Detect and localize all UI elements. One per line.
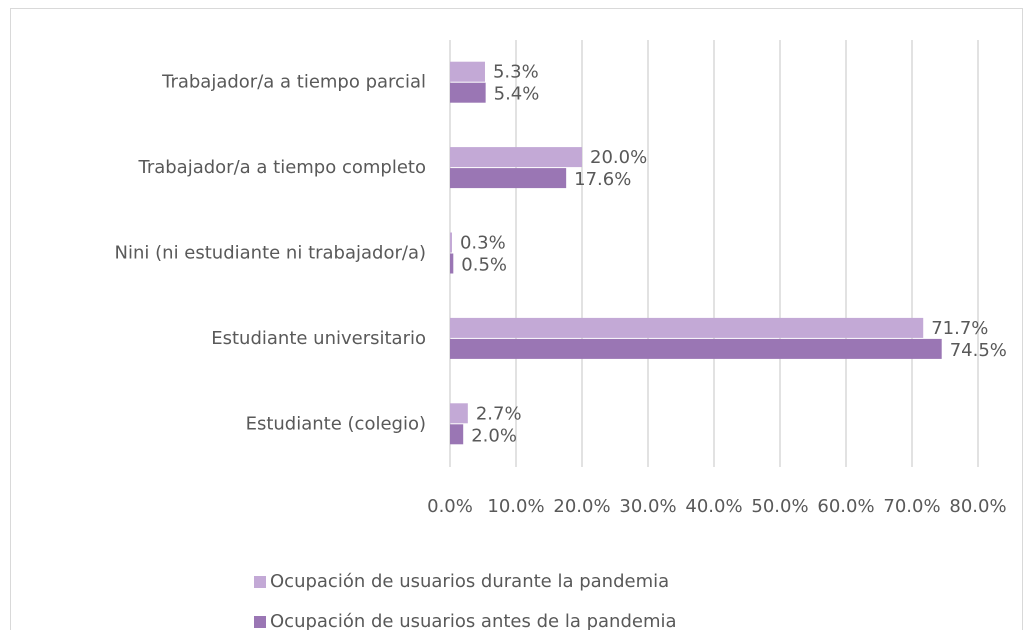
legend-swatch <box>254 576 266 588</box>
x-tick-label: 30.0% <box>619 496 676 517</box>
legend-label: Ocupación de usuarios durante la pandemi… <box>270 571 669 592</box>
y-tick-label: Estudiante universitario <box>211 328 426 349</box>
bar <box>450 232 452 253</box>
x-tick-label: 70.0% <box>883 496 940 517</box>
x-tick-label: 80.0% <box>949 496 1006 517</box>
x-tick-label: 20.0% <box>553 496 610 517</box>
x-tick-label: 40.0% <box>685 496 742 517</box>
x-tick-label: 10.0% <box>487 496 544 517</box>
data-label: 17.6% <box>574 169 631 190</box>
bar <box>450 253 454 274</box>
data-label: 20.0% <box>590 147 647 168</box>
y-tick-label: Nini (ni estudiante ni trabajador/a) <box>115 243 426 264</box>
data-label: 2.7% <box>476 403 522 424</box>
bar <box>450 403 468 424</box>
x-tick-label: 50.0% <box>751 496 808 517</box>
data-label: 5.4% <box>494 84 540 105</box>
y-tick-label: Estudiante (colegio) <box>246 413 426 434</box>
legend-label: Ocupación de usuarios antes de la pandem… <box>270 611 677 630</box>
data-label: 0.5% <box>461 255 507 276</box>
bar <box>450 61 485 82</box>
chart-border <box>10 8 1023 630</box>
y-tick-label: Trabajador/a a tiempo completo <box>137 157 426 178</box>
bar <box>450 168 567 189</box>
y-tick-label: Trabajador/a a tiempo parcial <box>161 72 426 93</box>
data-label: 71.7% <box>931 318 988 339</box>
bar <box>450 338 942 359</box>
bar <box>450 317 924 338</box>
bar <box>450 147 582 168</box>
data-label: 2.0% <box>471 425 517 446</box>
data-label: 74.5% <box>950 340 1007 361</box>
x-tick-label: 0.0% <box>427 496 473 517</box>
bar <box>450 424 464 445</box>
x-tick-label: 60.0% <box>817 496 874 517</box>
data-label: 0.3% <box>460 233 506 254</box>
bar <box>450 82 486 103</box>
data-label: 5.3% <box>493 62 539 83</box>
legend-swatch <box>254 616 266 628</box>
